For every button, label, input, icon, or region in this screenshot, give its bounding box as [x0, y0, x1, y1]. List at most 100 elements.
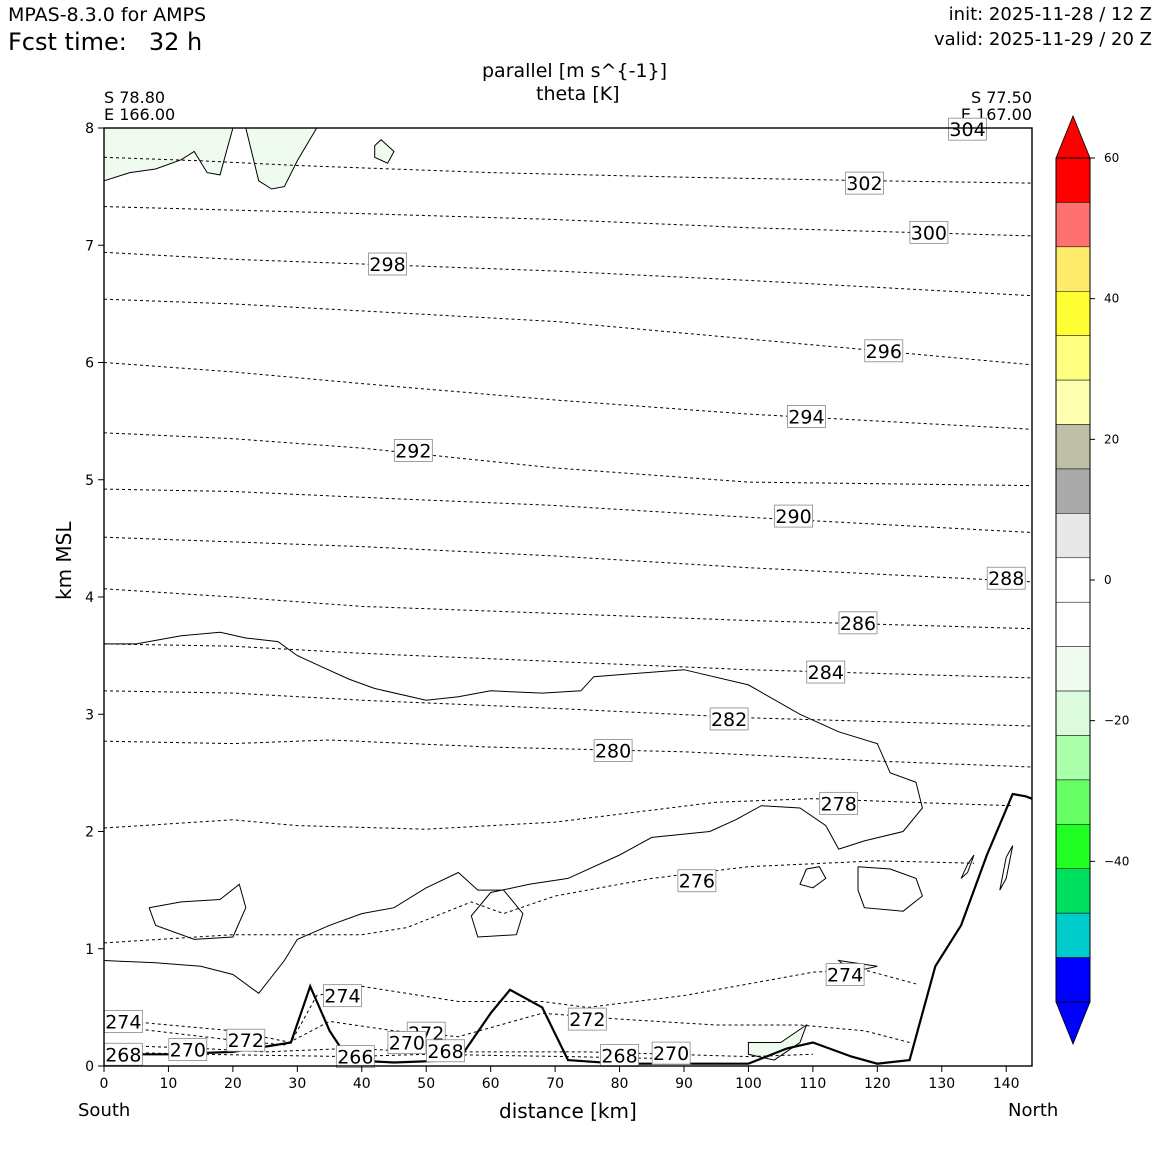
theta-label-288-text: 288: [988, 568, 1024, 590]
theta-label-292: 292: [393, 439, 433, 462]
theta-label-extra-6: 268: [103, 1042, 143, 1066]
x-tick-label-90: 90: [675, 1076, 693, 1092]
theta-contour-296: [103, 298, 1033, 366]
theta-label-272: 272: [567, 1007, 607, 1031]
theta-label-298-box: [368, 252, 407, 276]
x-tick-label-50: 50: [417, 1076, 435, 1092]
theta-label-294-box: [787, 405, 826, 428]
theta-label-292-text: 292: [395, 440, 431, 462]
colorbar-tick-label-3: 0: [1104, 573, 1112, 587]
x-tick-label-130: 130: [928, 1076, 955, 1092]
theta-label-extra-0: 304: [948, 117, 987, 141]
chart-title: parallel [m s^{-1}]: [482, 60, 668, 82]
theta-label-extra-9-text: 274: [827, 965, 863, 987]
plot-frame: [103, 127, 1033, 1067]
theta-label-extra-2-text: 272: [228, 1030, 264, 1052]
theta-label-288: 288: [986, 566, 1026, 590]
theta-label-extra-7: 268: [426, 1039, 465, 1063]
theta-label-302: 302: [845, 171, 884, 195]
north-label: North: [1008, 1100, 1059, 1121]
theta-label-284-text: 284: [808, 662, 844, 684]
wind-contour-0: [103, 631, 923, 994]
theta-label-296-box: [864, 339, 904, 363]
south-label: South: [78, 1100, 131, 1121]
colorbar-level-0: [1055, 157, 1091, 203]
x-tick-label-100: 100: [735, 1076, 762, 1092]
theta-contour-290: [103, 488, 1033, 533]
theta-label-280: 280: [593, 739, 633, 763]
theta-label-276-box: [677, 869, 717, 893]
theta-contour-288: [103, 536, 1033, 583]
y-tick-label-7: 7: [85, 238, 94, 254]
theta-label-284: 284: [806, 660, 846, 684]
theta-label-278-text: 278: [821, 793, 857, 815]
y-tick-label-4: 4: [85, 590, 94, 606]
y-tick-label-8: 8: [85, 121, 94, 137]
shaded-region-1: [245, 127, 318, 190]
colorbar-level-16: [1055, 868, 1091, 914]
theta-label-300: 300: [909, 220, 949, 244]
theta-label-286-box: [838, 611, 878, 635]
left-endpoint-lat: S 78.80: [104, 88, 166, 107]
colorbar-level-11: [1055, 646, 1091, 692]
y-tick-label-5: 5: [85, 473, 94, 489]
x-tick-label-40: 40: [353, 1076, 371, 1092]
colorbar-level-7: [1055, 468, 1091, 514]
theta-label-extra-7-box: [426, 1039, 465, 1063]
colorbar-tick-label-2: 20: [1104, 432, 1119, 446]
theta-contour-280: [103, 739, 1033, 768]
theta-label-296: 296: [864, 339, 904, 363]
x-tick-label-20: 20: [224, 1076, 242, 1092]
theta-label-286: 286: [838, 611, 878, 635]
theta-label-274-text: 274: [324, 986, 360, 1008]
theta-contour-298: [103, 251, 1033, 297]
theta-label-extra-4-text: 270: [170, 1040, 206, 1062]
theta-label-extra-9-box: [825, 963, 865, 986]
theta-contour-284: [103, 643, 1033, 679]
theta-contour-286: [103, 588, 1033, 630]
theta-label-290-box: [774, 504, 813, 528]
wind-contour-1: [148, 883, 247, 940]
theta-label-extra-5: 270: [387, 1031, 427, 1055]
theta-label-extra-8-box: [335, 1045, 375, 1069]
theta-label-296-text: 296: [866, 341, 902, 363]
theta-label-282: 282: [709, 707, 749, 731]
colorbar-level-13: [1055, 735, 1091, 781]
x-tick-label-10: 10: [160, 1076, 178, 1092]
wind-contour-4: [960, 854, 975, 879]
theta-label-300-box: [909, 220, 949, 244]
y-tick-label-2: 2: [85, 825, 94, 841]
theta-contour-276: [103, 860, 975, 944]
theta-label-280-box: [593, 739, 633, 762]
theta-contour-302: [103, 156, 1033, 184]
theta-contour-294: [103, 362, 1033, 430]
colorbar-level-4: [1055, 335, 1091, 381]
colorbar-tick-label-1: 40: [1104, 292, 1119, 306]
forecast-time-value: 32 h: [148, 28, 203, 56]
theta-label-298-text: 298: [369, 254, 405, 276]
theta-label-302-box: [845, 171, 884, 195]
theta-label-extra-4-box: [168, 1038, 208, 1061]
theta-label-282-text: 282: [711, 709, 747, 731]
theta-label-302-text: 302: [846, 173, 882, 195]
x-axis-label: distance [km]: [499, 1099, 637, 1123]
theta-label-290: 290: [774, 504, 813, 528]
theta-label-extra-2: 272: [226, 1028, 266, 1052]
model-title: MPAS-8.3.0 for AMPS: [8, 4, 207, 26]
x-tick-label-120: 120: [864, 1076, 891, 1092]
chart-subtitle: theta [K]: [536, 83, 620, 105]
shaded-region-3: [747, 1023, 808, 1061]
colorbar-tick-label-0: 60: [1104, 151, 1119, 165]
colorbar-tick-label-4: −20: [1104, 714, 1129, 728]
shaded-region-2: [374, 139, 395, 164]
theta-label-extra-7-text: 268: [427, 1041, 463, 1063]
forecast-time-label: Fcst time:: [8, 28, 127, 56]
terrain-line: [104, 792, 1033, 1065]
theta-label-layer: 302 300 298 296 294 292 290 288 286 284 282 280 278 2…: [103, 117, 1026, 1069]
colorbar-level-2: [1055, 246, 1091, 292]
colorbar-level-18: [1055, 957, 1091, 1003]
theta-label-extra-1: 274: [103, 1010, 143, 1033]
x-tick-label-0: 0: [100, 1076, 109, 1092]
theta-label-274: 274: [323, 984, 362, 1008]
